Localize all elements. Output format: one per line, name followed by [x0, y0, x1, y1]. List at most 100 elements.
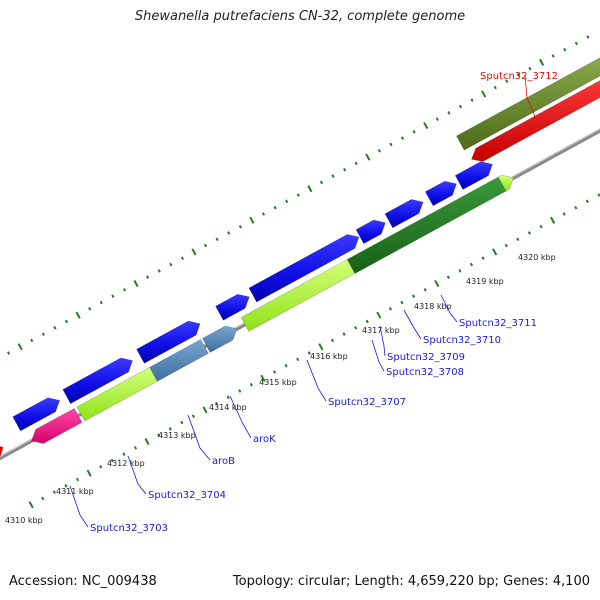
major-tick — [423, 121, 429, 130]
minor-tick — [273, 205, 277, 210]
minor-tick — [64, 484, 68, 488]
gene-leader-line — [440, 294, 458, 323]
major-tick — [191, 248, 197, 256]
minor-tick — [342, 332, 346, 336]
minor-tick — [446, 275, 450, 279]
major-tick — [28, 501, 34, 509]
minor-tick — [53, 325, 57, 330]
minor-tick — [447, 111, 451, 115]
scale-label: 4310 kbp — [5, 516, 43, 525]
minor-tick — [423, 288, 427, 292]
major-tick — [365, 153, 371, 161]
feature-red — [471, 80, 600, 162]
major-tick — [492, 248, 498, 256]
gene-leader-line — [69, 485, 89, 528]
major-tick — [307, 185, 313, 193]
minor-tick — [111, 294, 115, 298]
minor-tick — [110, 458, 114, 463]
minor-tick — [52, 490, 56, 494]
major-tick — [144, 437, 150, 446]
minor-tick — [319, 180, 324, 185]
minor-tick — [586, 35, 590, 39]
major-tick — [133, 279, 139, 288]
minor-tick — [88, 307, 92, 311]
feature-tracks — [0, 57, 600, 456]
minor-tick — [574, 205, 578, 210]
feature-lime-tip — [497, 174, 514, 192]
gene-leader-line — [371, 339, 385, 372]
minor-tick — [551, 54, 555, 58]
gene-arrow-top — [355, 219, 386, 245]
minor-tick — [122, 288, 127, 292]
feature-steel — [149, 338, 209, 382]
scale-label: 4319 kbp — [466, 277, 504, 286]
minor-tick — [64, 319, 69, 324]
scale-label: 4311 kbp — [56, 487, 94, 496]
minor-tick — [215, 401, 219, 406]
scale-label: 4313 kbp — [158, 431, 196, 440]
gene-arrow-top — [248, 234, 360, 303]
gene-arrow-top — [384, 199, 424, 229]
minor-tick — [470, 98, 474, 103]
gene-label: Sputcn32_3711 — [459, 318, 537, 329]
minor-tick — [330, 338, 335, 343]
minor-tick — [168, 427, 172, 431]
minor-tick — [411, 294, 416, 298]
minor-tick — [354, 161, 358, 166]
gene-label: Sputcn32_3708 — [386, 367, 464, 378]
gene-arrow-top — [424, 180, 457, 207]
feature-olive — [456, 57, 600, 151]
major-tick — [260, 374, 266, 382]
minor-tick — [528, 66, 532, 71]
minor-tick — [493, 85, 497, 90]
minor-tick — [574, 41, 578, 46]
minor-tick — [469, 262, 474, 267]
minor-tick — [412, 130, 416, 134]
gene-arrow-top — [454, 161, 493, 190]
minor-tick — [516, 237, 520, 242]
minor-tick — [331, 174, 335, 178]
minor-tick — [122, 452, 126, 456]
gene-arrow-top — [12, 397, 61, 432]
minor-tick — [180, 256, 184, 261]
minor-tick — [157, 269, 161, 273]
minor-tick — [41, 332, 45, 336]
map-title: Shewanella putrefaciens CN-32, complete … — [134, 9, 466, 24]
scale-label: 4318 kbp — [414, 302, 452, 311]
major-tick — [202, 406, 208, 414]
minor-tick — [249, 382, 253, 387]
major-tick — [75, 311, 81, 319]
outer-tick-ring — [6, 35, 590, 355]
minor-tick — [272, 370, 277, 374]
minor-tick — [504, 243, 508, 248]
minor-tick — [226, 395, 230, 400]
minor-tick — [458, 104, 463, 109]
minor-tick — [435, 117, 439, 121]
minor-tick — [99, 465, 103, 469]
minor-tick — [365, 319, 369, 324]
major-tick — [481, 90, 487, 98]
gene-label: Sputcn32_3703 — [90, 523, 168, 534]
gene-leader-line — [379, 325, 386, 357]
major-tick — [17, 343, 23, 351]
minor-tick — [296, 357, 300, 362]
gene-arrow-top — [215, 293, 250, 321]
minor-tick — [585, 199, 589, 204]
minor-tick — [527, 231, 532, 235]
gene-label: Sputcn32_3709 — [387, 352, 465, 363]
minor-tick — [597, 193, 600, 197]
major-tick — [550, 216, 556, 224]
minor-tick — [75, 477, 80, 482]
minor-tick — [238, 224, 242, 229]
gene-leader-line — [187, 414, 211, 461]
minor-tick — [215, 237, 219, 242]
major-tick — [434, 279, 440, 288]
red-marker — [0, 446, 4, 456]
minor-tick — [307, 351, 311, 355]
gene-label: Sputcn32_3710 — [423, 335, 501, 346]
gene-label: aroB — [212, 456, 235, 467]
major-tick — [539, 58, 545, 66]
gene-label: aroK — [253, 434, 276, 445]
